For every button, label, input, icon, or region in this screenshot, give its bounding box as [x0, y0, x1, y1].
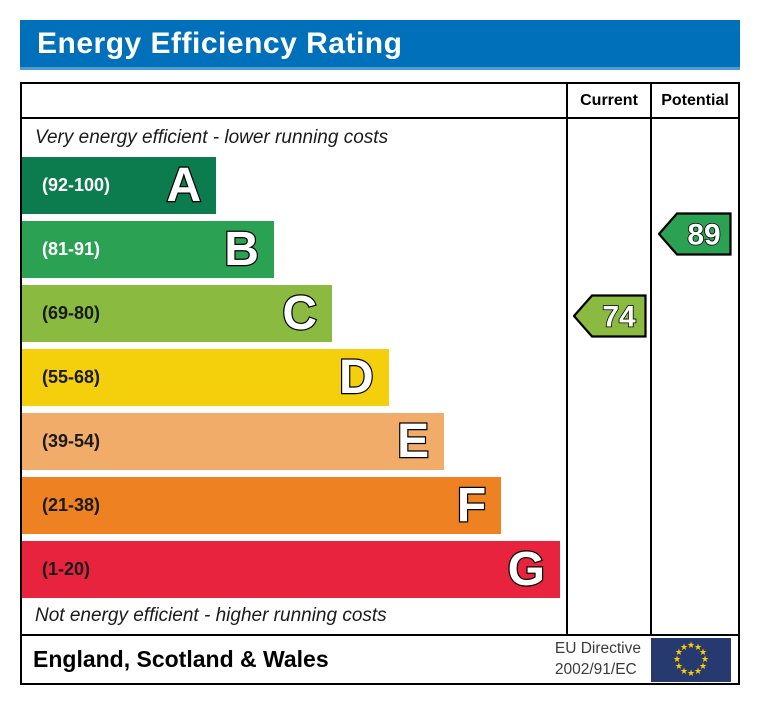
- current-rating-arrow: 74: [573, 294, 647, 338]
- current-column: 74: [566, 119, 650, 634]
- band-range: (55-68): [42, 367, 101, 387]
- title-bar: Energy Efficiency Rating: [20, 20, 740, 70]
- svg-text:★: ★: [675, 648, 683, 658]
- band-letter: G: [506, 542, 546, 596]
- band-letter: D: [338, 350, 375, 404]
- current-arrow-shape: [573, 294, 647, 338]
- band-letter: A: [165, 158, 202, 212]
- band-row-e: (39-54) E: [22, 413, 445, 470]
- svg-text:★: ★: [699, 648, 707, 658]
- svg-text:★: ★: [687, 641, 695, 651]
- band-row-f: (21-38) F: [22, 477, 502, 534]
- chart-body: Very energy efficient - lower running co…: [22, 117, 738, 634]
- potential-rating-arrow: 89: [658, 212, 732, 256]
- band-area: Very energy efficient - lower running co…: [22, 119, 566, 634]
- eu-flag-icon: ★ ★ ★ ★ ★ ★ ★ ★ ★ ★ ★ ★: [651, 637, 731, 682]
- eu-flag-stars: ★ ★ ★ ★ ★ ★ ★ ★ ★ ★ ★ ★: [673, 641, 709, 679]
- epc-chart: Energy Efficiency Rating Current Potenti…: [20, 20, 740, 685]
- region-label: England, Scotland & Wales: [33, 646, 329, 672]
- band-range: (92-100): [42, 175, 111, 195]
- band-range: (1-20): [42, 559, 91, 579]
- band-range: (21-38): [42, 495, 101, 515]
- potential-rating-value: 89: [687, 219, 720, 252]
- svg-text:★: ★: [701, 655, 709, 665]
- eu-directive-label: EU Directive 2002/91/EC: [555, 639, 641, 679]
- potential-column-header: Potential: [650, 84, 738, 117]
- svg-text:★: ★: [687, 669, 695, 679]
- band-row-a: (92-100) A: [22, 157, 217, 214]
- potential-column: 89: [650, 119, 738, 634]
- top-note: Very energy efficient - lower running co…: [35, 127, 389, 148]
- band-row-d: (55-68) D: [22, 349, 389, 406]
- svg-text:★: ★: [673, 655, 681, 665]
- current-column-header: Current: [566, 84, 650, 117]
- band-letter: F: [456, 478, 488, 532]
- svg-text:★: ★: [699, 662, 707, 672]
- band-row-g: (1-20) G: [22, 541, 561, 598]
- eu-directive-line2: 2002/91/EC: [554, 660, 637, 678]
- header-spacer: [22, 84, 566, 117]
- band-letter: B: [223, 222, 260, 276]
- table-footer: England, Scotland & Wales EU Directive 2…: [22, 634, 738, 683]
- band-range: (69-80): [42, 303, 101, 323]
- current-rating-value: 74: [602, 301, 636, 334]
- band-range: (81-91): [42, 239, 101, 259]
- band-range: (39-54): [42, 431, 101, 451]
- svg-text:★: ★: [680, 667, 688, 677]
- eu-directive-line1: EU Directive: [554, 640, 641, 658]
- eu-flag-field: [651, 637, 731, 682]
- band-letter: E: [396, 414, 430, 468]
- svg-text:★: ★: [694, 642, 702, 652]
- band-row-b: (81-91) B: [22, 221, 274, 278]
- svg-text:★: ★: [694, 667, 702, 677]
- table-header: Current Potential: [22, 84, 738, 117]
- band-letter: C: [281, 286, 318, 340]
- band-row-c: (69-80) C: [22, 285, 333, 342]
- bottom-note: Not energy efficient - higher running co…: [35, 605, 387, 626]
- potential-arrow-shape: [658, 212, 732, 256]
- svg-text:★: ★: [680, 642, 688, 652]
- rating-table: Current Potential Very energy efficient …: [20, 82, 740, 685]
- page-title: Energy Efficiency Rating: [37, 26, 403, 60]
- svg-text:★: ★: [675, 662, 683, 672]
